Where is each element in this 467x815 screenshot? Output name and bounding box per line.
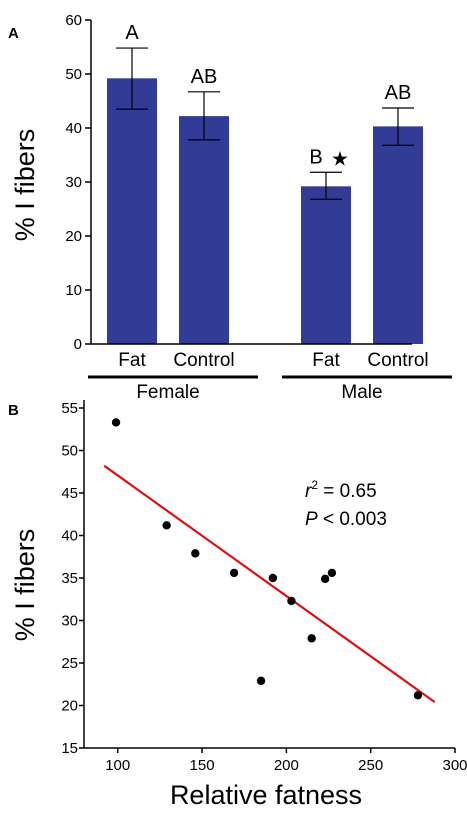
group-label: Female — [136, 382, 199, 403]
scatter-point — [162, 521, 171, 530]
y-tick-label: 25 — [61, 655, 78, 672]
bars — [107, 78, 423, 345]
y-tick-label: 30 — [61, 613, 78, 630]
y-axis-title: % I fibers — [10, 529, 40, 642]
y-tick-label: 40 — [65, 120, 82, 137]
y-axis-ticks: 0 10 20 30 40 50 60 — [65, 12, 91, 353]
regression-line — [103, 464, 436, 703]
scatter-point — [268, 573, 278, 583]
x-tick-label: 200 — [274, 757, 299, 774]
significance-label: AB — [191, 66, 218, 88]
significance-label: AB — [385, 82, 412, 104]
y-tick-label: 50 — [61, 443, 78, 460]
y-tick-label: 50 — [65, 66, 82, 83]
group-labels: Female Male — [88, 375, 452, 403]
bar — [373, 126, 423, 344]
category-label: Control — [173, 350, 234, 371]
bar — [301, 186, 351, 344]
x-axis-title: Relative fatness — [170, 780, 362, 810]
r-symbol: r — [305, 481, 312, 502]
y-tick-label: 55 — [61, 400, 78, 417]
fit-line — [103, 464, 436, 703]
y-tick-label: 60 — [65, 12, 82, 29]
scatter-point — [327, 568, 337, 578]
significance-labels: A AB B ★ AB — [125, 22, 411, 170]
r-squared-value: = 0.65 — [318, 481, 377, 502]
x-axis-ticks: 100 150 200 250 300 — [105, 748, 467, 774]
p-symbol: P — [305, 509, 318, 530]
y-tick-label: 20 — [65, 228, 82, 245]
y-tick-label: 10 — [65, 282, 82, 299]
y-tick-label: 40 — [61, 528, 78, 545]
x-tick-label: 300 — [442, 757, 467, 774]
p-value: < 0.003 — [318, 509, 387, 530]
scatter-point — [307, 634, 316, 643]
r-squared-annotation: r2 = 0.65 — [305, 478, 377, 502]
category-label: Control — [367, 350, 428, 371]
category-label: Fat — [312, 350, 340, 371]
y-axis-title: % I fibers — [10, 129, 40, 242]
bar — [107, 78, 157, 344]
scatter-point — [191, 549, 200, 558]
scatter-point — [256, 676, 266, 686]
y-tick-label: 15 — [61, 740, 78, 757]
category-label: Fat — [118, 350, 146, 371]
panel-label-a: A — [8, 25, 19, 42]
scatter-point — [287, 596, 296, 606]
significance-label: A — [125, 22, 139, 44]
x-tick-label: 250 — [358, 757, 383, 774]
y-axis-ticks: 15 20 25 30 35 40 45 50 55 — [61, 400, 84, 757]
scatter-point — [111, 418, 121, 427]
error-bars — [116, 47, 414, 200]
y-tick-label: 30 — [65, 174, 82, 191]
y-tick-label: 0 — [74, 336, 82, 353]
y-tick-label: 35 — [61, 570, 78, 587]
scatter-point — [320, 574, 330, 584]
scatter-chart-panel: B % I fibers Relative fatness 15 20 25 30 35… — [8, 400, 467, 810]
scatter-point — [229, 568, 239, 578]
x-tick-label: 150 — [190, 757, 215, 774]
significance-star: ★ — [331, 148, 349, 170]
data-points — [111, 418, 423, 700]
scatter-point — [413, 691, 423, 700]
significance-label: B — [309, 146, 322, 168]
y-tick-label: 20 — [61, 698, 78, 715]
r-squared-power: 2 — [311, 478, 318, 492]
y-tick-label: 45 — [61, 485, 78, 502]
panel-label-b: B — [8, 402, 19, 419]
category-labels: Fat Control Fat Control — [118, 350, 428, 371]
bar — [179, 116, 229, 345]
group-label: Male — [341, 382, 382, 403]
p-value-annotation: P < 0.003 — [305, 509, 387, 530]
bar-chart-panel: A % I fibers 0 10 20 30 40 50 60 A AB B ★ AB Fat Co… — [8, 12, 452, 403]
x-tick-label: 100 — [105, 757, 130, 774]
